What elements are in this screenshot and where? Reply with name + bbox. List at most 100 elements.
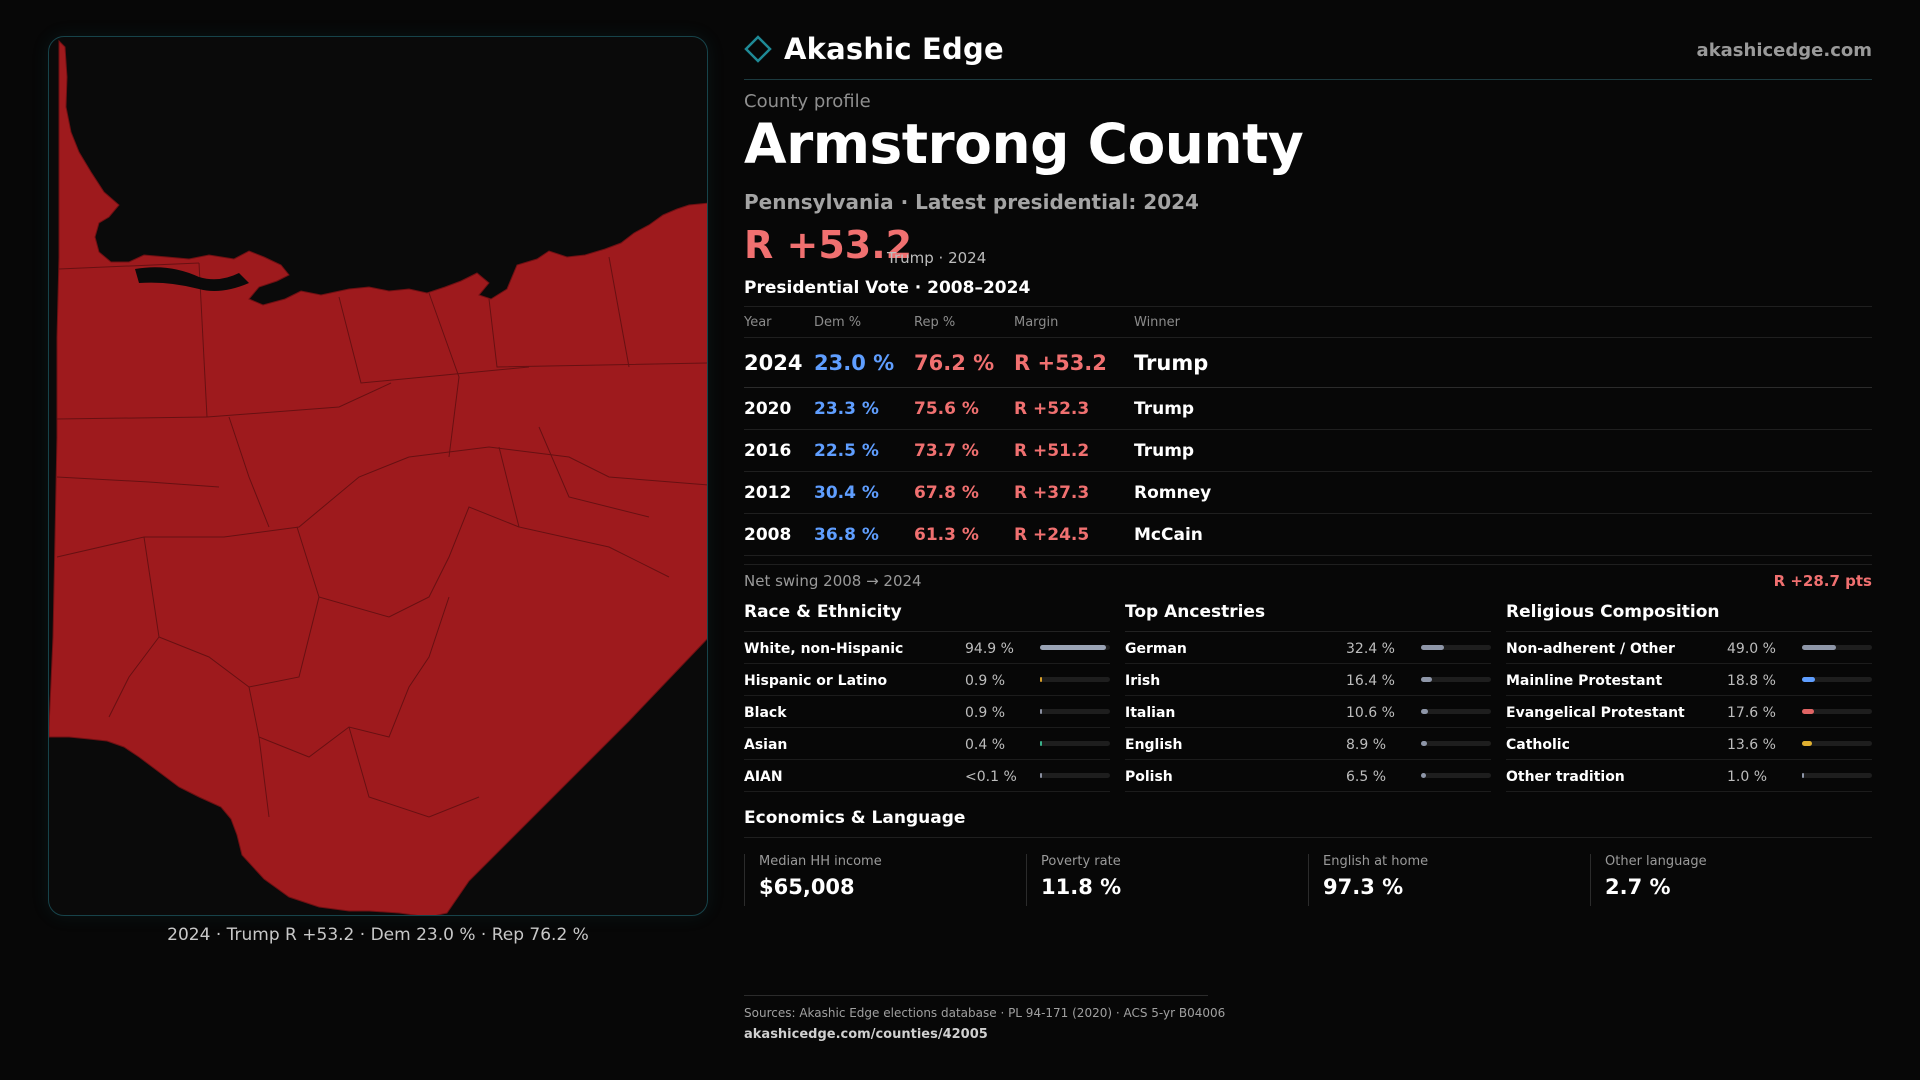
cell-year: 2008	[744, 524, 792, 545]
list-item: English 8.9 %	[1125, 728, 1491, 760]
list-item: Mainline Protestant 18.8 %	[1506, 664, 1872, 696]
col-year: Year	[744, 314, 772, 330]
item-label: Other tradition	[1506, 769, 1625, 785]
stat-label: Poverty rate	[1041, 854, 1121, 869]
list-item: Non-adherent / Other 49.0 %	[1506, 632, 1872, 664]
stat-value: 97.3 %	[1323, 875, 1404, 899]
table-row[interactable]: 2008 36.8 % 61.3 % R +24.5 McCain	[744, 514, 1872, 556]
cell-dem: 22.5 %	[814, 440, 879, 461]
cell-year: 2016	[744, 440, 792, 461]
table-row[interactable]: 2020 23.3 % 75.6 % R +52.3 Trump	[744, 388, 1872, 430]
race-ethnicity-title: Race & Ethnicity	[744, 602, 1110, 632]
list-item: German 32.4 %	[1125, 632, 1491, 664]
share-bar	[1802, 645, 1872, 650]
share-bar	[1802, 741, 1872, 746]
economics-title: Economics & Language	[744, 808, 966, 828]
stat-card-other-language: Other language 2.7 %	[1590, 854, 1872, 906]
share-bar-fill	[1040, 677, 1042, 682]
map-caption: 2024 · Trump R +53.2 · Dem 23.0 % · Rep …	[167, 925, 589, 945]
sources-text: Sources: Akashic Edge elections database…	[744, 1006, 1226, 1020]
cell-year: 2012	[744, 482, 792, 503]
county-map[interactable]	[49, 37, 708, 916]
cell-margin: R +52.3	[1014, 398, 1090, 419]
share-bar-fill	[1802, 645, 1837, 650]
share-bar	[1421, 773, 1491, 778]
cell-rep: 67.8 %	[914, 482, 979, 503]
share-bar-fill	[1802, 677, 1816, 682]
table-row[interactable]: 2016 22.5 % 73.7 % R +51.2 Trump	[744, 430, 1872, 472]
item-label: Asian	[744, 737, 788, 753]
stat-label: Other language	[1605, 854, 1707, 869]
cell-dem: 30.4 %	[814, 482, 879, 503]
stat-card-income: Median HH income $65,008	[744, 854, 1026, 906]
col-dem: Dem %	[814, 314, 862, 330]
stat-value: 11.8 %	[1041, 875, 1122, 899]
religion-panel: Religious Composition Non-adherent / Oth…	[1506, 602, 1872, 792]
item-label: Irish	[1125, 673, 1161, 689]
share-bar-fill	[1802, 741, 1812, 746]
brand-url[interactable]: akashicedge.com	[1696, 40, 1872, 61]
item-pct: 13.6 %	[1727, 737, 1776, 753]
cell-winner: Romney	[1134, 482, 1212, 503]
share-bar	[1040, 773, 1110, 778]
list-item: Black 0.9 %	[744, 696, 1110, 728]
economics-cards: Median HH income $65,008 Poverty rate 11…	[744, 854, 1872, 906]
share-bar	[1421, 709, 1491, 714]
item-pct: 32.4 %	[1346, 641, 1395, 657]
source-link[interactable]: akashicedge.com/counties/42005	[744, 1027, 988, 1042]
stat-card-poverty: Poverty rate 11.8 %	[1026, 854, 1308, 906]
eyebrow: County profile	[744, 91, 871, 112]
diamond-outline-icon	[744, 35, 772, 63]
header-divider	[744, 79, 1872, 80]
cell-dem: 23.3 %	[814, 398, 879, 419]
sources-divider	[744, 995, 1208, 996]
cell-margin: R +53.2	[1014, 350, 1107, 375]
stat-value: $65,008	[759, 875, 855, 899]
vote-table-title: Presidential Vote · 2008–2024	[744, 278, 1031, 298]
item-pct: <0.1 %	[965, 769, 1017, 785]
item-pct: 49.0 %	[1727, 641, 1776, 657]
cell-rep: 75.6 %	[914, 398, 979, 419]
headline-margin: R +53.2	[744, 223, 913, 267]
item-label: English	[1125, 737, 1183, 753]
share-bar-fill	[1421, 645, 1444, 650]
brand[interactable]: Akashic Edge	[744, 32, 1004, 66]
col-rep: Rep %	[914, 314, 956, 330]
item-pct: 17.6 %	[1727, 705, 1776, 721]
race-ethnicity-panel: Race & Ethnicity White, non-Hispanic 94.9…	[744, 602, 1110, 792]
item-pct: 0.4 %	[965, 737, 1006, 753]
cell-rep: 73.7 %	[914, 440, 979, 461]
cell-margin: R +24.5	[1014, 524, 1090, 545]
cell-dem: 23.0 %	[814, 350, 895, 375]
list-item: Polish 6.5 %	[1125, 760, 1491, 792]
cell-winner: Trump	[1134, 398, 1195, 419]
item-pct: 1.0 %	[1727, 769, 1768, 785]
cell-rep: 76.2 %	[914, 350, 995, 375]
municipal-borders	[56, 256, 707, 818]
cell-margin: R +51.2	[1014, 440, 1090, 461]
cell-year: 2020	[744, 398, 792, 419]
stat-value: 2.7 %	[1605, 875, 1671, 899]
page-title: Armstrong County	[744, 112, 1304, 176]
share-bar-fill	[1421, 741, 1428, 746]
economics-divider	[744, 837, 1872, 838]
share-bar-fill	[1802, 773, 1804, 778]
item-label: Polish	[1125, 769, 1173, 785]
item-label: Evangelical Protestant	[1506, 705, 1685, 721]
list-item: Other tradition 1.0 %	[1506, 760, 1872, 792]
cell-margin: R +37.3	[1014, 482, 1090, 503]
item-label: German	[1125, 641, 1187, 657]
stat-label: English at home	[1323, 854, 1429, 869]
share-bar	[1040, 677, 1110, 682]
county-shape[interactable]	[49, 39, 708, 916]
table-row[interactable]: 2012 30.4 % 67.8 % R +37.3 Romney	[744, 472, 1872, 514]
share-bar-fill	[1421, 677, 1433, 682]
item-label: AIAN	[744, 769, 783, 785]
table-row[interactable]: 2024 23.0 % 76.2 % R +53.2 Trump	[744, 338, 1872, 388]
item-pct: 8.9 %	[1346, 737, 1387, 753]
item-label: Catholic	[1506, 737, 1570, 753]
share-bar-fill	[1040, 773, 1042, 778]
share-bar-fill	[1040, 645, 1107, 650]
net-swing-label: Net swing 2008 → 2024	[744, 572, 922, 590]
swing-divider	[744, 564, 1872, 565]
